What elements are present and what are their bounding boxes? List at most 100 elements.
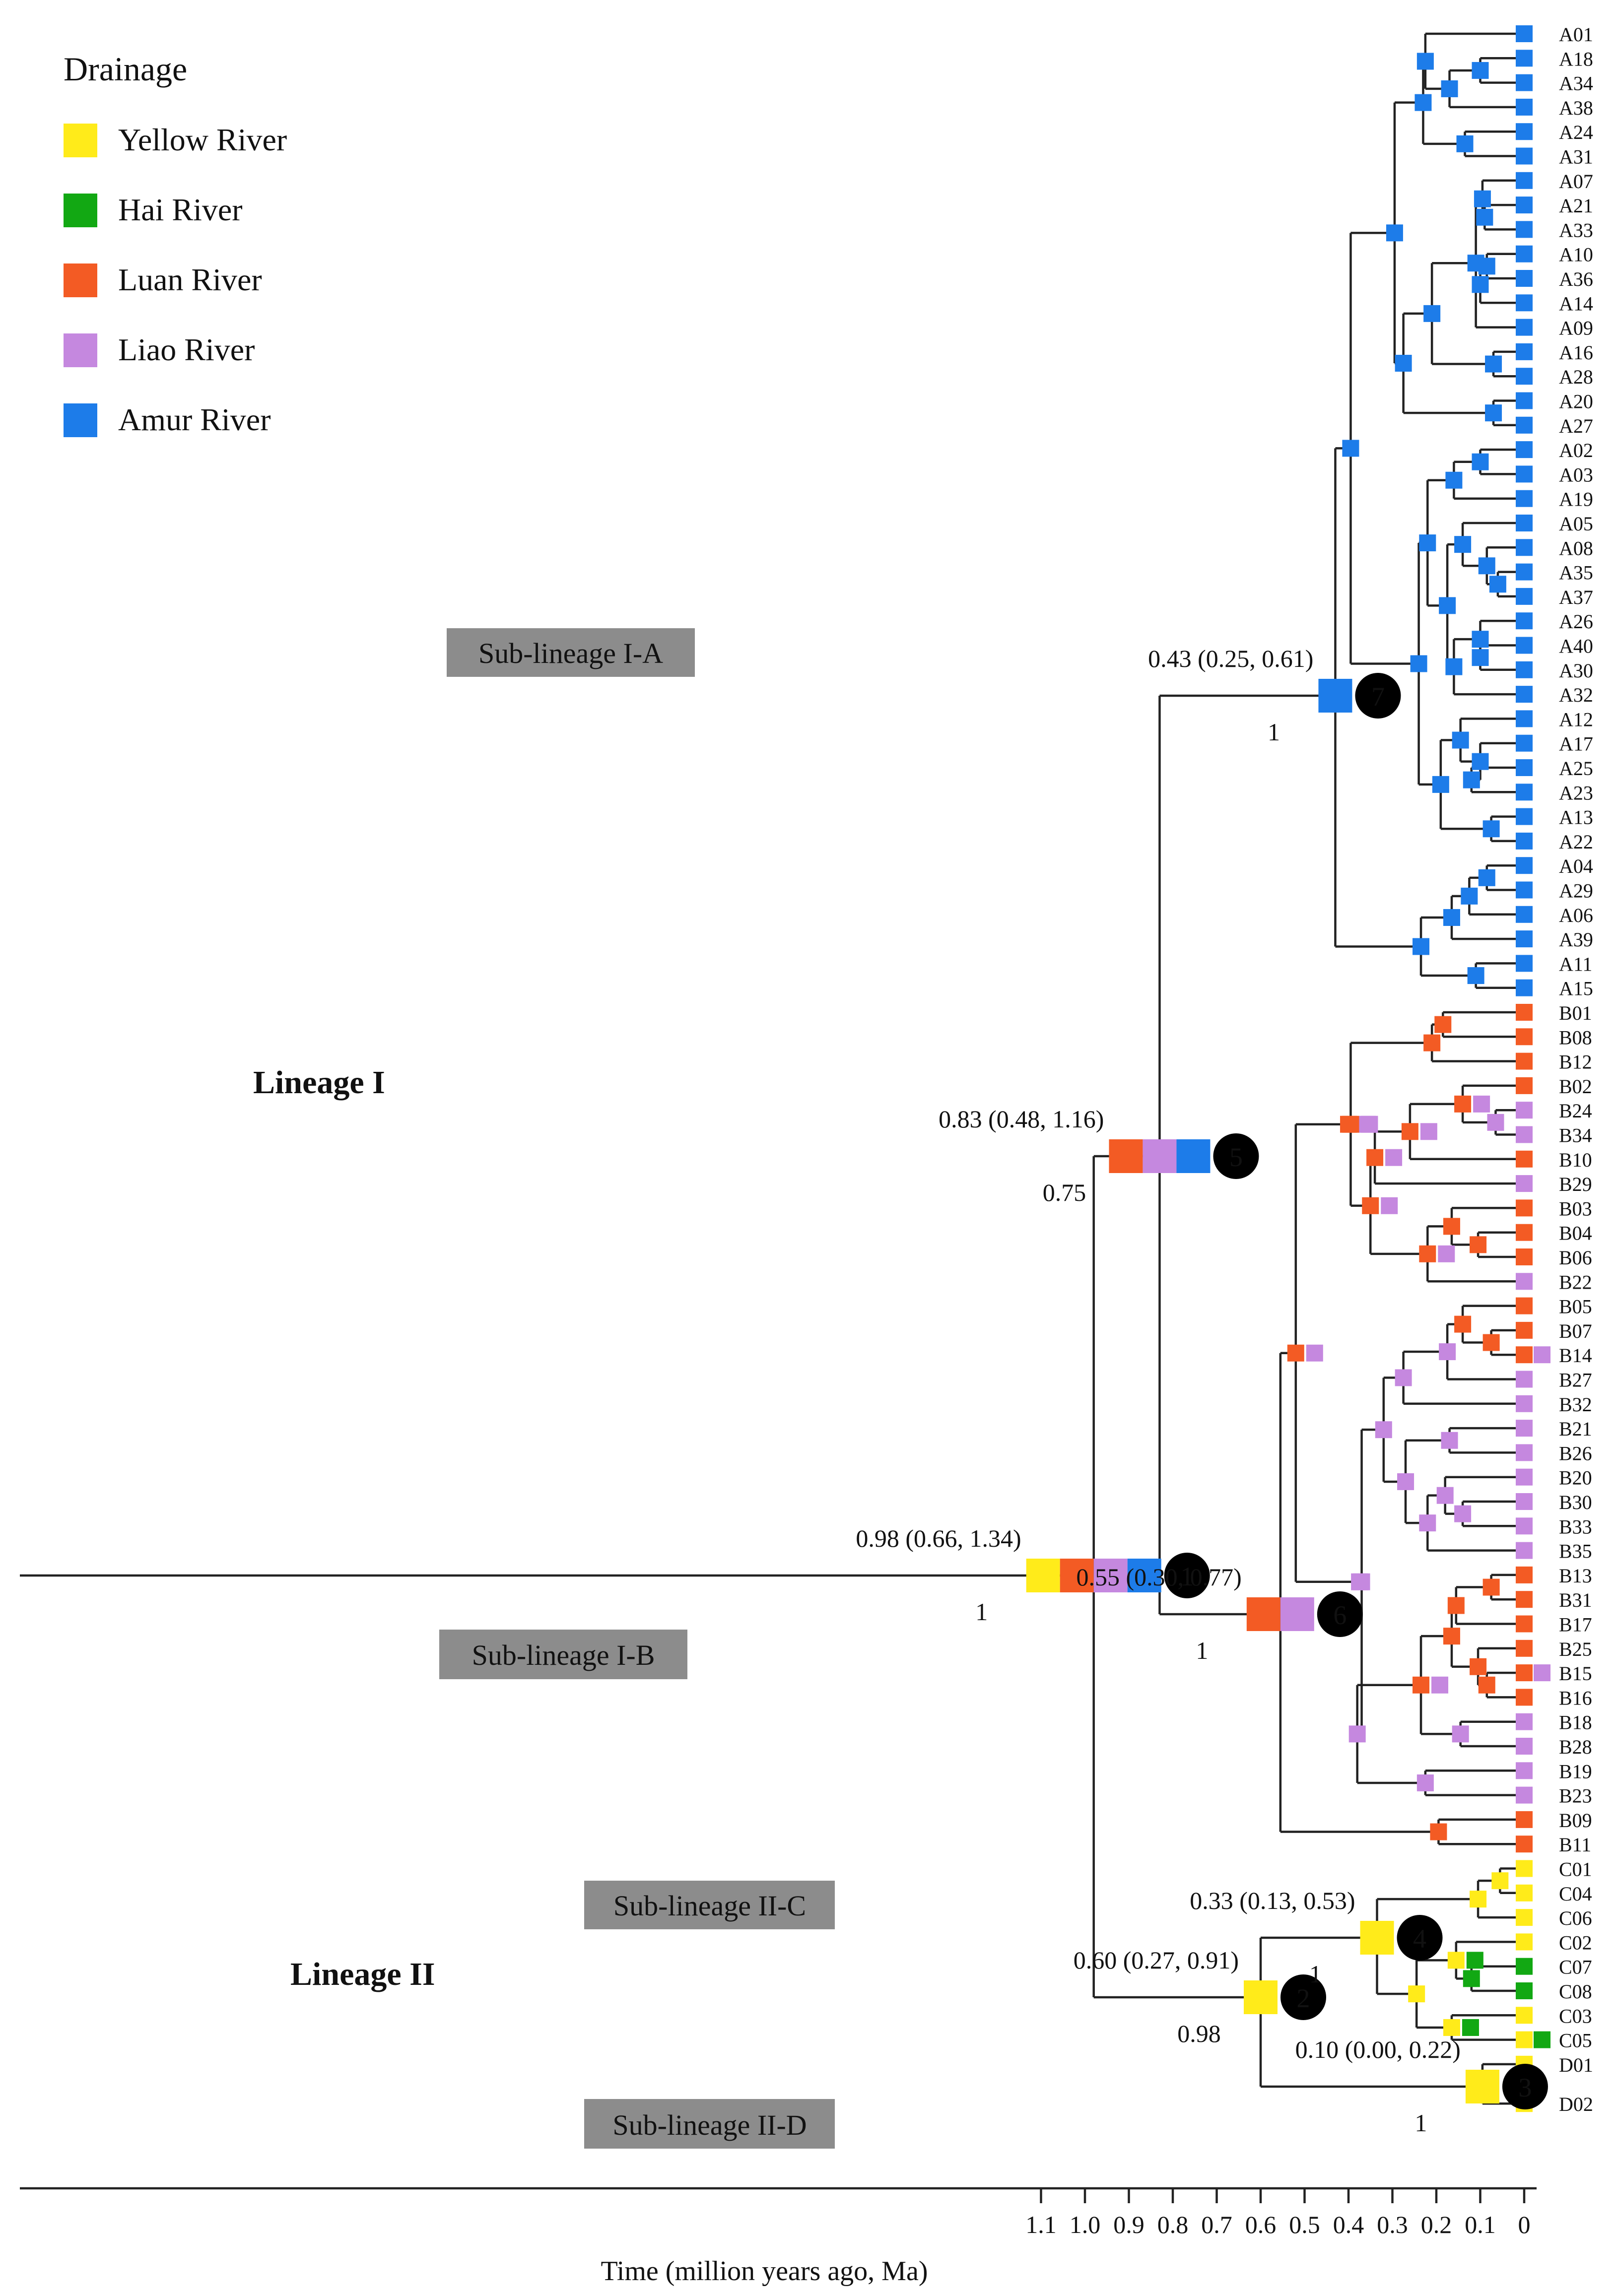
tip-label: A26 xyxy=(1559,610,1593,633)
node-state-box xyxy=(1470,1891,1487,1908)
node-number: 4 xyxy=(1413,1924,1426,1954)
node-state-box xyxy=(1395,355,1412,372)
node-state-box xyxy=(1454,1315,1472,1333)
tip-label: A11 xyxy=(1559,953,1592,975)
node-number-marker xyxy=(1164,1553,1210,1598)
node-number-marker xyxy=(1355,673,1401,719)
tip-label: B14 xyxy=(1559,1344,1592,1367)
node-state-box xyxy=(1397,1473,1414,1490)
lineage-I-label: Lineage I xyxy=(253,1064,385,1101)
tip-label: B18 xyxy=(1559,1711,1592,1734)
sub-lineage-IID-label: Sub-lineage II-D xyxy=(612,2109,807,2141)
node-support-label: 1 xyxy=(1309,1960,1322,1988)
tip-state-box xyxy=(1516,1958,1533,1975)
node-state-box xyxy=(1353,1573,1370,1590)
tip-label: B06 xyxy=(1559,1246,1592,1269)
ancestral-state-box xyxy=(1318,679,1352,713)
tip-state-box xyxy=(1516,661,1533,678)
sub-lineage-IIC-label: Sub-lineage II-C xyxy=(613,1890,806,1922)
node-state-box xyxy=(1463,771,1480,788)
node-state-box xyxy=(1474,190,1491,207)
tip-label: A39 xyxy=(1559,928,1593,951)
tip-state-box xyxy=(1516,1126,1533,1143)
node-state-box xyxy=(1386,224,1403,242)
tip-label: B15 xyxy=(1559,1662,1592,1685)
tip-state-box xyxy=(1516,74,1533,91)
node-state-box xyxy=(1441,1432,1458,1449)
tip-label: B20 xyxy=(1559,1467,1592,1489)
node-state-box xyxy=(1419,534,1436,552)
ancestral-state-box xyxy=(1465,2070,1499,2103)
node-state-box xyxy=(1470,1236,1487,1253)
tip-state-box xyxy=(1516,906,1533,923)
node-state-box xyxy=(1416,1774,1434,1791)
node-state-box xyxy=(1467,967,1484,984)
tip-state-box xyxy=(1534,2031,1550,2048)
tip-state-box xyxy=(1516,1566,1533,1583)
clade-label-boxes xyxy=(439,628,835,2149)
tip-state-box xyxy=(1516,1640,1533,1657)
node-age-label: 0.60 (0.27, 0.91) xyxy=(1074,1946,1239,1974)
node-state-box xyxy=(1430,1823,1447,1840)
tip-state-box xyxy=(1516,1811,1533,1828)
tip-label: A12 xyxy=(1559,708,1593,730)
node-support-label: 0.75 xyxy=(1043,1179,1086,1206)
tip-state-box xyxy=(1516,465,1533,483)
tip-label: A31 xyxy=(1559,146,1593,168)
node-state-box xyxy=(1342,1115,1359,1133)
tip-label: C04 xyxy=(1559,1883,1592,1905)
node-number: 2 xyxy=(1297,1983,1310,2013)
tip-label: B12 xyxy=(1559,1051,1592,1073)
node-state-box xyxy=(1362,1197,1379,1214)
node-support-label: 0.98 xyxy=(1177,2020,1221,2047)
tip-label: B13 xyxy=(1559,1565,1592,1587)
tip-state-box xyxy=(1516,1395,1533,1412)
tip-label: A20 xyxy=(1559,391,1593,413)
tip-label: A21 xyxy=(1559,195,1593,217)
tip-state-box xyxy=(1516,1836,1533,1853)
tip-label: A33 xyxy=(1559,219,1593,241)
tip-label: A01 xyxy=(1559,23,1593,46)
tip-label: C06 xyxy=(1559,1907,1592,1929)
tip-label: A24 xyxy=(1559,121,1593,143)
node-state-box xyxy=(1485,355,1502,373)
tip-state-box xyxy=(1534,1346,1550,1364)
tip-state-box xyxy=(1516,930,1533,948)
tip-label: B24 xyxy=(1559,1100,1592,1122)
node-state-box xyxy=(1434,1016,1452,1033)
tip-state-box xyxy=(1516,1664,1533,1682)
node-state-box xyxy=(1438,1245,1455,1262)
tip-state-box xyxy=(1516,98,1533,116)
node-support-label: 1 xyxy=(1268,718,1280,746)
node-number: 3 xyxy=(1518,2073,1532,2102)
node-age-label: 0.98 (0.66, 1.34) xyxy=(856,1524,1021,1552)
tip-label: A36 xyxy=(1559,268,1593,290)
tip-state-box xyxy=(1516,1689,1533,1706)
node-state-box xyxy=(1478,869,1495,886)
legend-swatch xyxy=(64,333,97,367)
node-state-box xyxy=(1456,135,1474,152)
tip-state-box xyxy=(1516,1615,1533,1633)
tip-state-box xyxy=(1516,1248,1533,1265)
tip-label: B33 xyxy=(1559,1515,1592,1538)
tip-state-box xyxy=(1516,1346,1533,1364)
tip-label: B11 xyxy=(1559,1834,1591,1856)
tip-label: A05 xyxy=(1559,513,1593,535)
node-state-box xyxy=(1443,2019,1460,2036)
tip-label: A40 xyxy=(1559,635,1593,657)
node-state-box xyxy=(1472,62,1489,79)
tip-label: C01 xyxy=(1559,1858,1592,1881)
tip-label: C05 xyxy=(1559,2030,1592,2052)
legend-label: Amur River xyxy=(118,402,271,437)
ancestral-state-box xyxy=(1360,1921,1394,1955)
time-axis: Time (million years ago, Ma) 1.1 1.0 0.9 0.… xyxy=(20,2187,1537,2287)
tip-state-box xyxy=(1516,710,1533,727)
lineage-II-label: Lineage II xyxy=(290,1956,435,1992)
tip-label: A34 xyxy=(1559,72,1593,95)
tip-state-box xyxy=(1516,784,1533,801)
tip-state-box xyxy=(1516,979,1533,996)
node-age-label: 0.43 (0.25, 0.61) xyxy=(1148,645,1313,672)
tip-label: A28 xyxy=(1559,366,1593,388)
axis-tick-label: 0.1 xyxy=(1465,2211,1496,2238)
axis-tick-label: 1.1 xyxy=(1025,2211,1057,2238)
